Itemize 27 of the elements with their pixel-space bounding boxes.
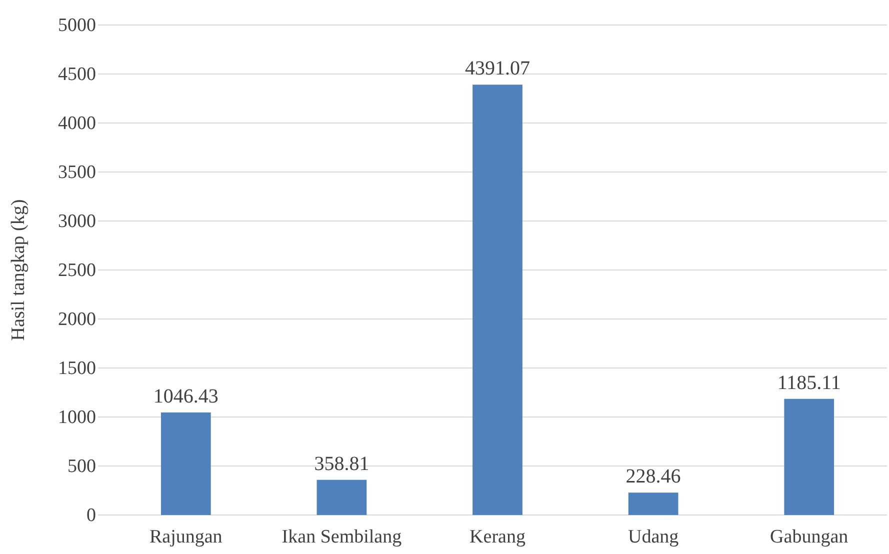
y-tick-label: 2500 <box>58 260 96 282</box>
x-tick-label: Ikan Sembilang <box>282 526 402 548</box>
y-axis-title: Hasil tangkap (kg) <box>8 199 29 341</box>
bar <box>472 84 522 515</box>
y-tick-label: 4000 <box>58 113 96 134</box>
x-tick-label: Gabungan <box>770 526 849 548</box>
data-label: 228.46 <box>626 466 681 488</box>
y-tick-label: 3500 <box>58 162 96 184</box>
y-tick-label: 4500 <box>58 64 96 86</box>
x-tick-label: Rajungan <box>149 526 223 548</box>
bar <box>160 412 211 515</box>
y-tick-label: 500 <box>68 456 96 478</box>
y-tick-label: 2000 <box>58 309 96 330</box>
y-tick-label: 3000 <box>58 211 96 232</box>
data-label: 1185.11 <box>777 372 841 394</box>
x-tick-label: Kerang <box>470 526 526 548</box>
data-label: 4391.07 <box>465 58 530 80</box>
y-tick-label: 1500 <box>58 358 96 380</box>
x-tick-label: Udang <box>628 526 680 548</box>
bar <box>316 480 367 515</box>
y-tick-label: 5000 <box>58 15 96 36</box>
y-tick-label: 0 <box>86 505 96 526</box>
data-label: 1046.43 <box>153 385 218 408</box>
y-tick-label: 1000 <box>58 407 96 428</box>
data-label: 358.81 <box>314 452 370 475</box>
bar <box>784 398 834 515</box>
bar <box>628 492 678 515</box>
